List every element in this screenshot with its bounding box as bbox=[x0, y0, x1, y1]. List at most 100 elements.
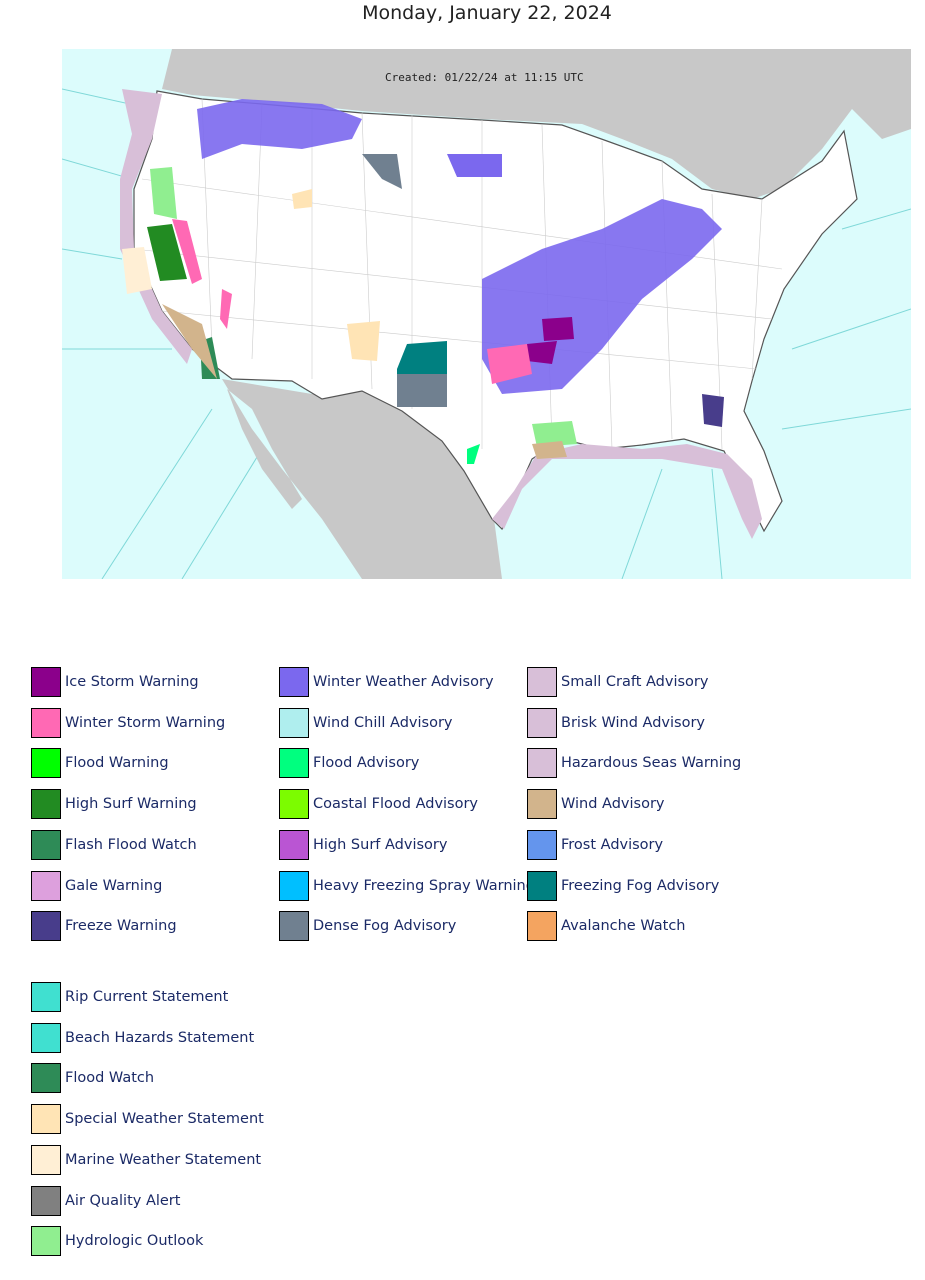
legend-label: Rip Current Statement bbox=[65, 989, 229, 1005]
alert-area bbox=[197, 99, 362, 159]
alert-area bbox=[487, 344, 532, 384]
zone-lines bbox=[62, 88, 263, 579]
legend-swatch bbox=[31, 707, 61, 738]
legend-swatch bbox=[31, 748, 61, 779]
legend-label: Flash Flood Watch bbox=[65, 836, 197, 853]
mexico bbox=[222, 379, 502, 579]
legend-swatch bbox=[31, 870, 61, 901]
legend-swatch bbox=[527, 911, 557, 942]
alert-map: Created: 01/22/24 at 11:15 UTC bbox=[62, 49, 911, 579]
alert-area bbox=[467, 444, 480, 464]
legend-label: Gale Warning bbox=[65, 877, 163, 894]
alert-area bbox=[122, 247, 152, 294]
legend-label: Wind Chill Advisory bbox=[313, 714, 453, 731]
legend-swatch bbox=[279, 667, 309, 697]
legend-swatch bbox=[31, 1104, 61, 1135]
alert-area bbox=[120, 89, 192, 364]
legend-label: Flood Watch bbox=[65, 1070, 155, 1087]
legend-swatch bbox=[279, 789, 309, 820]
legend-label: Beach Hazards Statement bbox=[65, 1029, 255, 1046]
legend-label: Freeze Warning bbox=[65, 918, 177, 935]
legend-item: Flash Flood Watch bbox=[31, 829, 197, 861]
legend-item: Flood Watch bbox=[31, 1062, 154, 1094]
legend-label: Brisk Wind Advisory bbox=[561, 714, 705, 731]
legend-item: Winter Storm Warning bbox=[31, 707, 225, 739]
legend-label: Heavy Freezing Spray Warning bbox=[313, 877, 535, 894]
legend-item: Hazardous Seas Warning bbox=[527, 747, 741, 779]
legend-item: Freeze Warning bbox=[31, 910, 177, 942]
legend-item: Special Weather Statement bbox=[31, 1103, 264, 1135]
legend-item: High Surf Advisory bbox=[279, 829, 447, 861]
legend-label: Ice Storm Warning bbox=[65, 674, 199, 690]
legend-item: Dense Fog Advisory bbox=[279, 910, 456, 942]
legend-item: Rip Current Statement bbox=[31, 981, 228, 1013]
legend-label: Frost Advisory bbox=[561, 836, 664, 853]
legend-swatch bbox=[279, 870, 309, 901]
legend-item: Winter Weather Advisory bbox=[279, 666, 494, 698]
legend-item: Flood Warning bbox=[31, 747, 169, 779]
legend-swatch bbox=[31, 667, 61, 697]
legend-swatch bbox=[527, 789, 557, 820]
legend-label: Marine Weather Statement bbox=[65, 1151, 262, 1168]
alert-area bbox=[292, 189, 380, 361]
legend-swatch bbox=[279, 707, 309, 738]
legend-label: High Surf Warning bbox=[65, 796, 197, 813]
legend-swatch bbox=[527, 870, 557, 901]
legend-label: Hydrologic Outlook bbox=[65, 1233, 204, 1250]
legend-swatch bbox=[31, 982, 61, 1012]
legend-swatch bbox=[279, 911, 309, 942]
canada bbox=[62, 49, 911, 199]
alert-area bbox=[172, 219, 232, 329]
legend-item: Ice Storm Warning bbox=[31, 666, 199, 698]
legend-item: Flood Advisory bbox=[279, 747, 419, 779]
legend-swatch bbox=[31, 1063, 61, 1094]
legend-label: Coastal Flood Advisory bbox=[313, 796, 479, 813]
legend-swatch bbox=[31, 1022, 61, 1053]
legend-label: Avalanche Watch bbox=[561, 918, 686, 935]
legend-label: Winter Storm Warning bbox=[65, 714, 226, 731]
alert-area bbox=[447, 154, 502, 177]
page-title: Monday, January 22, 2024 bbox=[362, 2, 612, 24]
marine-zones bbox=[62, 88, 911, 579]
alert-area bbox=[150, 167, 177, 219]
legend-item: Brisk Wind Advisory bbox=[527, 707, 705, 739]
legend-label: Winter Weather Advisory bbox=[313, 674, 494, 690]
legend-item: Air Quality Alert bbox=[31, 1185, 180, 1217]
legend-item: Heavy Freezing Spray Warning bbox=[279, 870, 535, 902]
legend-item: Hydrologic Outlook bbox=[31, 1225, 203, 1257]
legend-item: Freezing Fog Advisory bbox=[527, 870, 719, 902]
legend-swatch bbox=[31, 829, 61, 860]
alert-area bbox=[532, 421, 577, 447]
legend-label: Air Quality Alert bbox=[65, 1192, 181, 1209]
legend-label: Freezing Fog Advisory bbox=[561, 877, 720, 894]
legend-item: High Surf Warning bbox=[31, 788, 197, 820]
legend-item: Wind Chill Advisory bbox=[279, 707, 453, 739]
legend-item: Coastal Flood Advisory bbox=[279, 788, 478, 820]
legend-swatch bbox=[279, 748, 309, 779]
legend-item: Small Craft Advisory bbox=[527, 666, 708, 698]
legend-swatch bbox=[31, 1226, 61, 1257]
legend-swatch bbox=[31, 789, 61, 820]
legend-swatch bbox=[527, 667, 557, 697]
map-caption: Created: 01/22/24 at 11:15 UTC bbox=[385, 71, 584, 84]
legend-swatch bbox=[31, 1185, 61, 1216]
legend-swatch bbox=[527, 707, 557, 738]
legend-label: High Surf Advisory bbox=[313, 836, 448, 853]
legend-swatch bbox=[527, 829, 557, 860]
legend-item: Beach Hazards Statement bbox=[31, 1022, 254, 1054]
legend-label: Flood Advisory bbox=[313, 755, 420, 772]
legend-swatch bbox=[527, 748, 557, 779]
legend-item: Marine Weather Statement bbox=[31, 1144, 261, 1176]
alert-area bbox=[147, 224, 187, 281]
alert-area bbox=[362, 154, 402, 189]
alert-area bbox=[397, 374, 447, 407]
legend-label: Flood Warning bbox=[65, 755, 169, 772]
alert-area bbox=[702, 394, 724, 427]
legend-item: Avalanche Watch bbox=[527, 910, 685, 942]
zone-lines bbox=[621, 208, 911, 579]
legend-swatch bbox=[279, 829, 309, 860]
legend-label: Dense Fog Advisory bbox=[313, 918, 457, 935]
legend-label: Special Weather Statement bbox=[65, 1111, 264, 1128]
legend-swatch bbox=[31, 911, 61, 942]
